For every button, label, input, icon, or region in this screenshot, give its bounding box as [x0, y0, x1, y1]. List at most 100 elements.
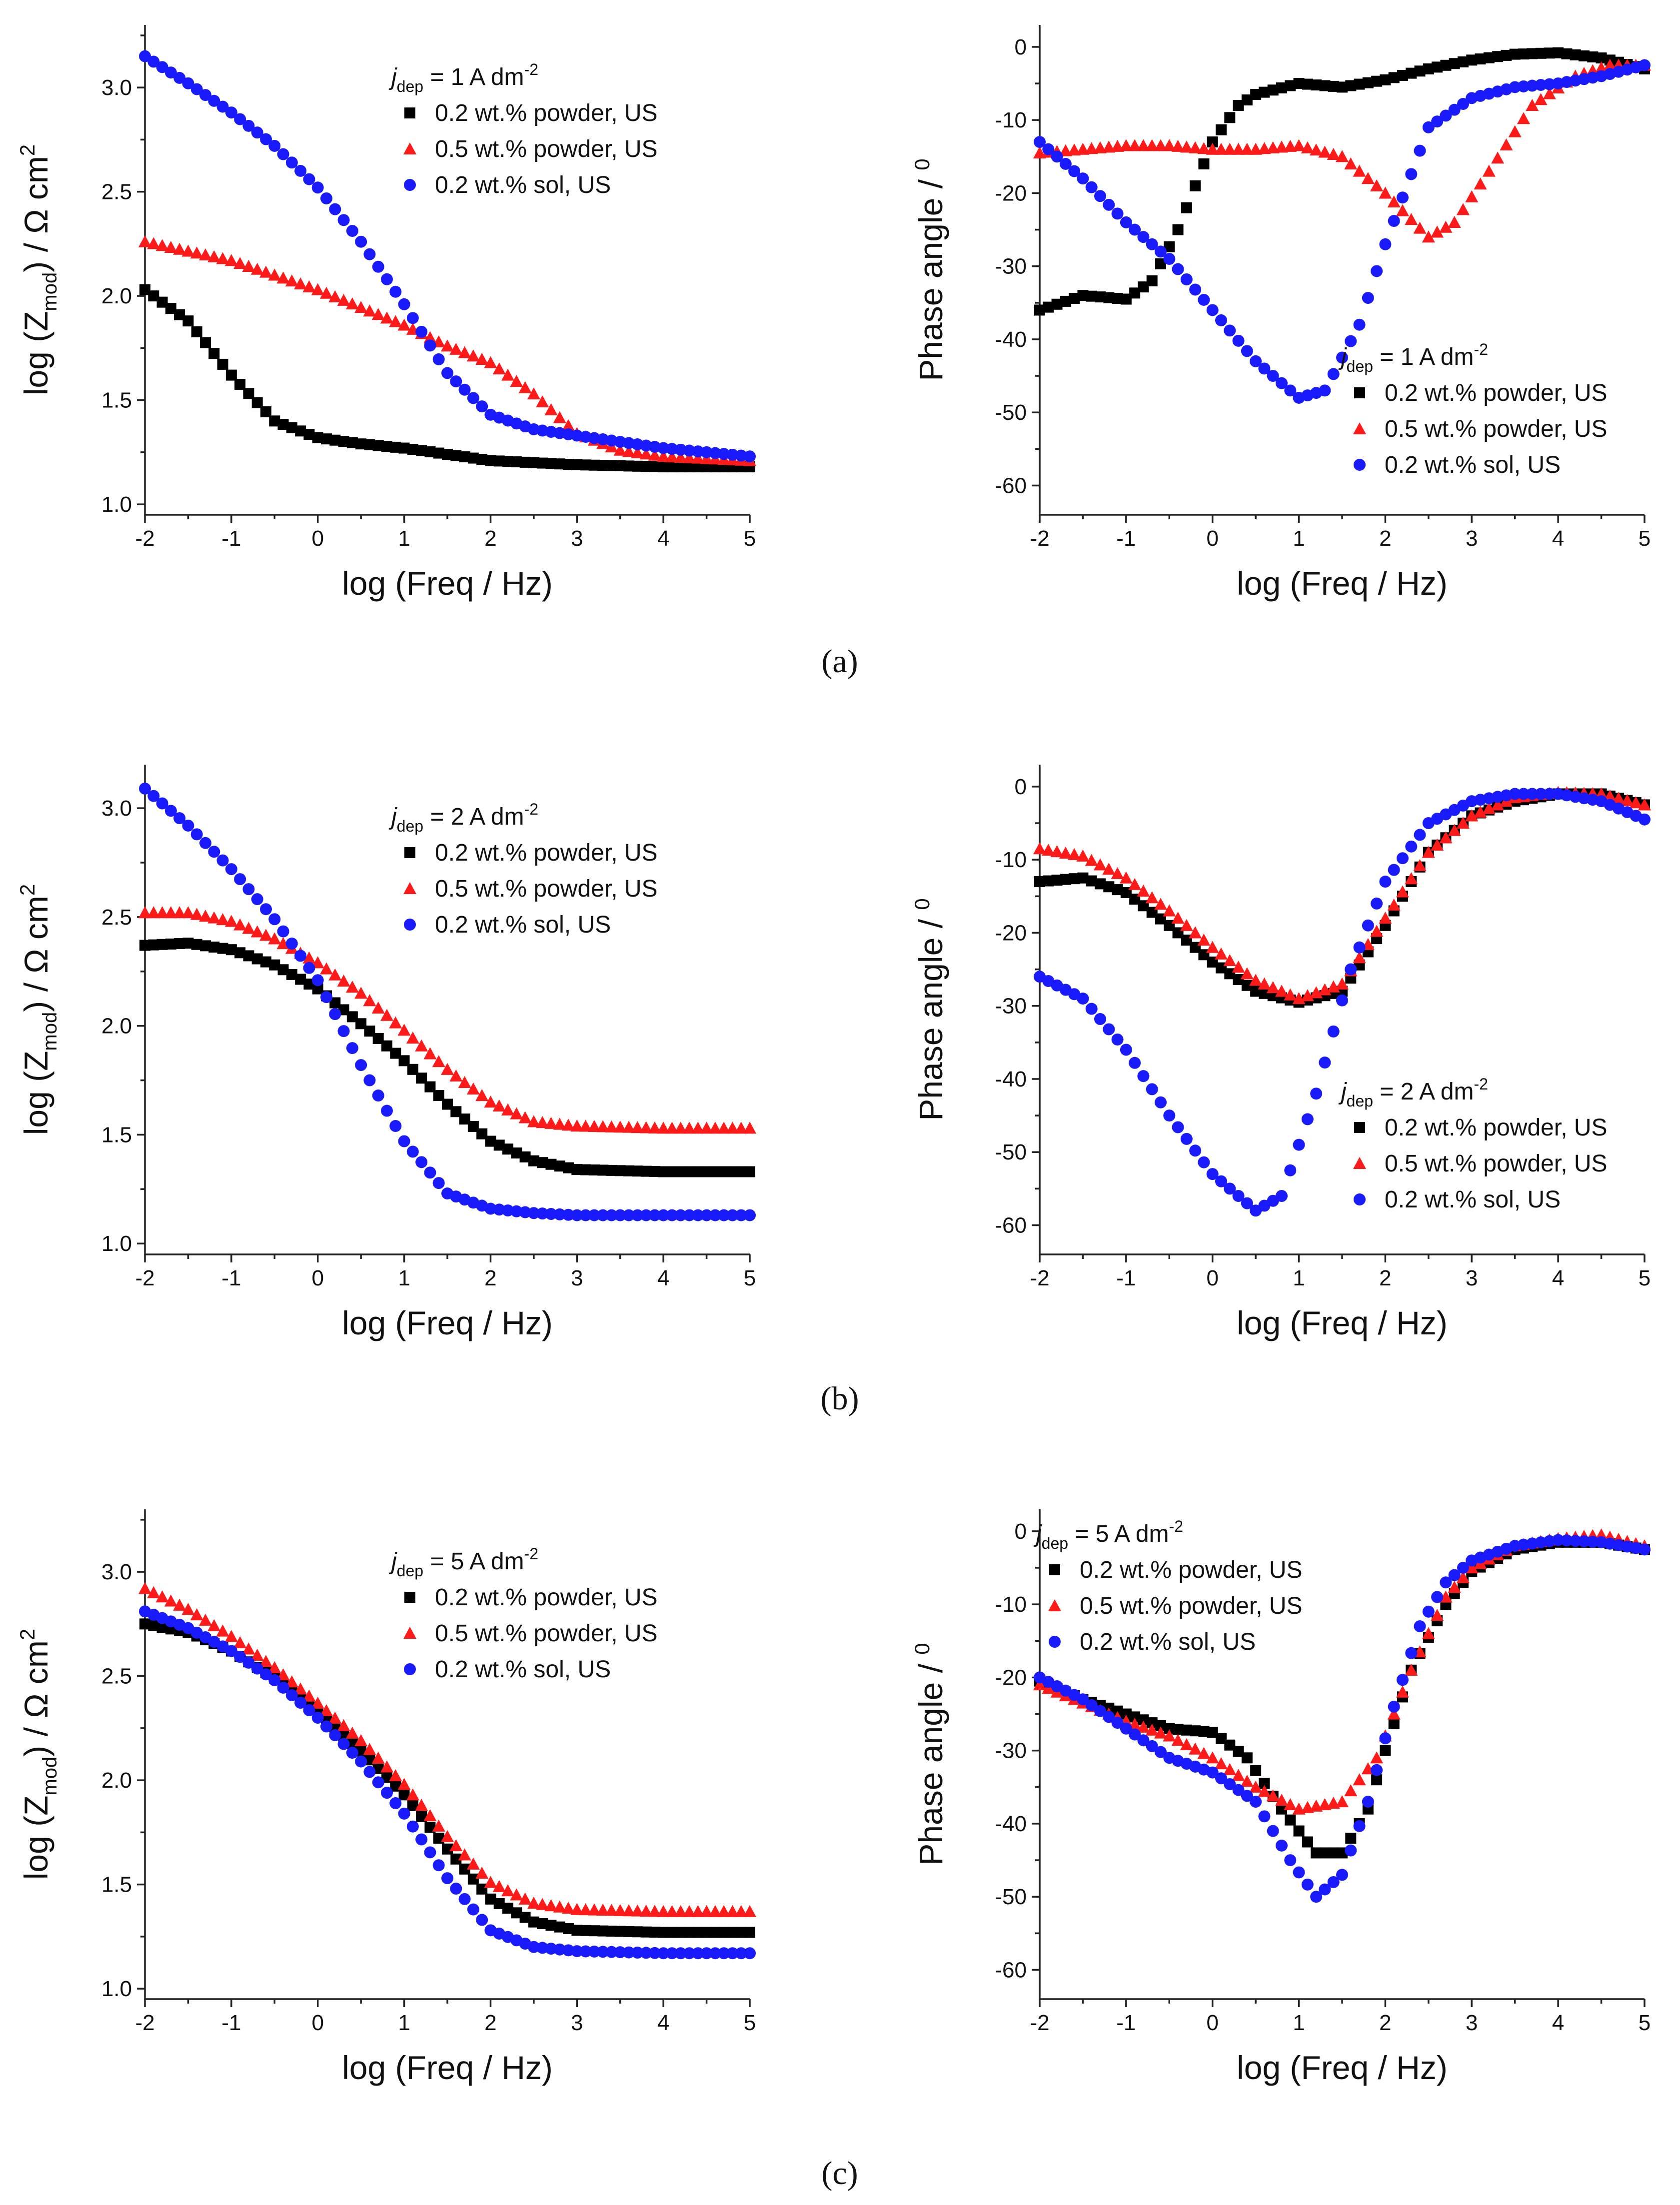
data-point — [424, 339, 436, 352]
data-point — [563, 1923, 574, 1935]
x-axis-label: log (Freq / Hz) — [342, 1304, 553, 1341]
data-point — [1189, 283, 1202, 296]
data-point — [371, 1751, 385, 1764]
data-point — [224, 1630, 238, 1642]
data-point — [493, 1203, 505, 1216]
data-point — [200, 940, 211, 952]
data-point — [1543, 788, 1556, 800]
data-point — [243, 388, 254, 399]
data-point — [415, 325, 428, 338]
data-point — [1146, 1717, 1158, 1729]
x-tick-label: -1 — [221, 526, 241, 551]
data-point — [208, 94, 220, 107]
data-point — [441, 1830, 454, 1842]
data-point — [1250, 355, 1262, 367]
data-point — [727, 1927, 738, 1938]
data-point — [458, 383, 471, 396]
data-point — [1241, 94, 1253, 105]
data-point — [1042, 143, 1055, 155]
data-point — [1440, 1576, 1452, 1589]
data-point — [268, 268, 281, 281]
data-point — [1198, 1726, 1210, 1737]
data-point — [545, 1920, 557, 1931]
data-point — [605, 1946, 618, 1958]
data-point — [622, 445, 635, 457]
data-point — [700, 1905, 713, 1917]
data-point — [1128, 139, 1142, 151]
data-point — [423, 1047, 437, 1060]
data-point — [718, 1209, 730, 1221]
data-point — [346, 1747, 358, 1759]
data-point — [199, 910, 212, 922]
data-point — [554, 1160, 565, 1172]
data-point — [139, 284, 150, 295]
data-point — [1319, 384, 1331, 397]
data-point — [416, 1073, 427, 1084]
data-point — [1181, 1724, 1192, 1736]
data-point — [311, 283, 324, 295]
x-tick-label: 3 — [571, 526, 583, 551]
data-point — [1603, 58, 1617, 71]
data-point — [519, 456, 531, 468]
y-tick-label: 3.0 — [101, 796, 132, 821]
data-point — [544, 1899, 558, 1912]
data-point — [1258, 1810, 1271, 1823]
data-point — [1137, 139, 1150, 151]
data-point — [632, 1926, 643, 1938]
data-point — [165, 303, 176, 314]
data-point — [406, 1788, 419, 1801]
series-1 — [138, 1582, 756, 1917]
data-point — [1146, 238, 1158, 250]
data-point — [709, 1166, 721, 1177]
data-point — [1422, 846, 1435, 858]
data-point — [242, 883, 255, 896]
data-point — [1206, 142, 1219, 155]
legend-marker — [1354, 387, 1365, 398]
data-point — [1059, 144, 1072, 156]
data-point — [649, 461, 660, 472]
data-point — [416, 1811, 427, 1822]
data-point — [320, 962, 333, 975]
data-point — [320, 991, 332, 1004]
data-point — [527, 1941, 540, 1953]
data-point — [466, 1082, 480, 1095]
data-point — [1311, 1847, 1322, 1859]
data-point — [1535, 788, 1547, 800]
data-point — [708, 1905, 722, 1917]
data-point — [623, 1209, 635, 1221]
y-tick-label: 2.5 — [101, 905, 132, 930]
x-tick-label: 3 — [1466, 526, 1478, 551]
data-point — [528, 1916, 539, 1928]
data-point — [1215, 947, 1228, 960]
data-point — [397, 1024, 411, 1036]
data-point — [1327, 1025, 1340, 1038]
data-point — [355, 235, 367, 248]
y-tick-label: -60 — [995, 473, 1027, 498]
x-axis-label: log (Freq / Hz) — [342, 565, 553, 602]
data-point — [1155, 1096, 1167, 1108]
data-point — [156, 1622, 168, 1633]
data-point — [588, 1209, 600, 1221]
data-point — [397, 318, 411, 331]
y-tick-label: 2.0 — [101, 1768, 132, 1793]
data-point — [718, 1947, 730, 1960]
data-point — [363, 248, 376, 260]
data-point — [476, 1883, 488, 1895]
x-tick-label: 4 — [657, 1266, 669, 1290]
data-point — [1033, 1678, 1046, 1691]
data-point — [389, 1016, 402, 1029]
data-point — [295, 425, 306, 437]
data-point — [726, 1121, 739, 1134]
data-point — [701, 1927, 712, 1938]
data-point — [606, 1926, 617, 1937]
data-point — [1034, 304, 1045, 316]
legend: jdep = 1 A dm-20.2 wt.% powder, US0.5 wt… — [1338, 340, 1608, 478]
data-point — [320, 1704, 333, 1716]
data-point — [1060, 874, 1071, 885]
data-point — [1440, 109, 1452, 122]
data-point — [614, 1209, 626, 1221]
legend-entry: 0.2 wt.% powder, US — [1385, 1114, 1608, 1141]
data-point — [657, 1905, 670, 1917]
data-point — [691, 1905, 705, 1917]
data-point — [1267, 1825, 1279, 1837]
